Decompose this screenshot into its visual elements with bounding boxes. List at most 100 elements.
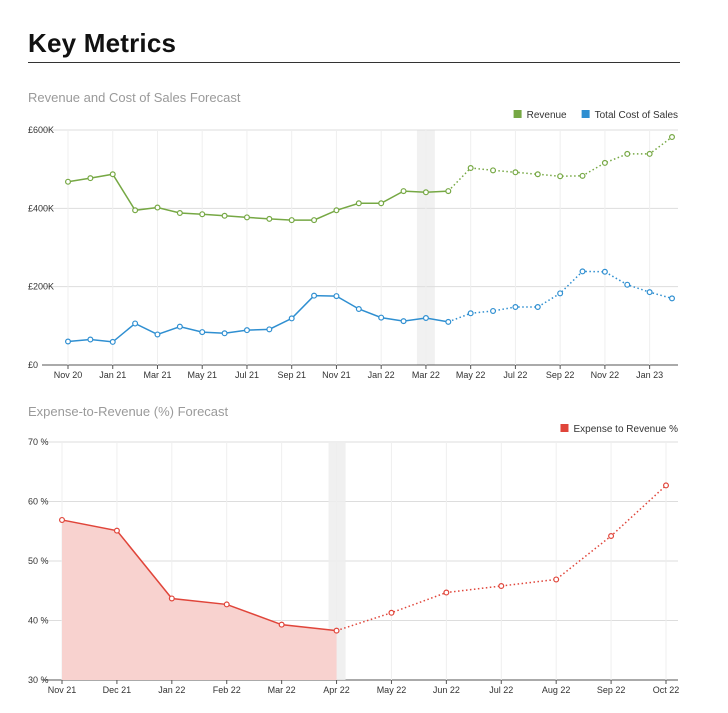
y-tick-label: 60 % bbox=[28, 497, 49, 507]
data-point-revenue bbox=[199, 211, 206, 218]
y-tick-label: 40 % bbox=[28, 616, 49, 626]
data-point-revenue bbox=[646, 150, 653, 157]
data-point-revenue bbox=[221, 212, 228, 219]
data-point-revenue bbox=[355, 200, 362, 207]
x-tick-label: Nov 21 bbox=[322, 370, 351, 380]
data-point-total-cost-of-sales bbox=[288, 315, 295, 322]
data-point-revenue bbox=[311, 217, 318, 224]
y-tick-label: £400K bbox=[28, 203, 54, 213]
y-tick-label: 30 % bbox=[28, 675, 49, 685]
data-point-revenue bbox=[512, 169, 519, 176]
data-point-total-cost-of-sales bbox=[512, 304, 519, 311]
data-point-revenue bbox=[579, 172, 586, 179]
data-point-expense-to-revenue bbox=[608, 533, 615, 540]
data-point-expense-to-revenue bbox=[662, 482, 669, 489]
data-point-total-cost-of-sales bbox=[668, 295, 675, 302]
data-point-revenue bbox=[243, 214, 250, 221]
y-tick-label: £0 bbox=[28, 360, 38, 370]
data-point-total-cost-of-sales bbox=[221, 330, 228, 337]
chart-title-revenue-cost: Revenue and Cost of Sales Forecast bbox=[28, 90, 241, 105]
chart-title-expense-revenue: Expense-to-Revenue (%) Forecast bbox=[28, 404, 229, 419]
x-tick-label: May 22 bbox=[377, 685, 407, 695]
x-tick-label: Jul 22 bbox=[503, 370, 527, 380]
page-title: Key Metrics bbox=[28, 28, 177, 58]
data-point-revenue bbox=[467, 164, 474, 171]
series-line-total-cost-of-sales bbox=[67, 294, 449, 343]
data-point-total-cost-of-sales bbox=[646, 289, 653, 296]
data-point-revenue bbox=[624, 150, 631, 157]
data-point-revenue bbox=[154, 204, 161, 211]
data-point-revenue bbox=[668, 134, 675, 141]
legend-swatch-expense-to-revenue bbox=[560, 424, 569, 432]
data-point-total-cost-of-sales bbox=[199, 329, 206, 336]
x-tick-label: Nov 20 bbox=[54, 370, 83, 380]
x-tick-label: Mar 21 bbox=[143, 370, 171, 380]
legend-swatch-revenue bbox=[513, 110, 522, 118]
revenue-cost-chart: £0 £200K £400K £600K Nov 20 Jan 21 Mar 21 May 2… bbox=[28, 110, 678, 380]
data-point-total-cost-of-sales bbox=[333, 293, 340, 300]
legend-label-total-cost-of-sales: Total Cost of Sales bbox=[595, 110, 678, 121]
series-line-revenue bbox=[67, 173, 449, 221]
data-point-revenue bbox=[557, 173, 564, 180]
series-area-expense-to-revenue bbox=[62, 519, 337, 680]
data-point-revenue bbox=[132, 207, 139, 214]
series-forecast-line-total-cost-of-sales bbox=[448, 270, 673, 323]
data-point-total-cost-of-sales bbox=[624, 281, 631, 288]
data-point-revenue bbox=[445, 188, 452, 195]
data-point-expense-to-revenue bbox=[333, 627, 340, 634]
data-point-total-cost-of-sales bbox=[64, 338, 71, 345]
data-point-total-cost-of-sales bbox=[445, 318, 452, 325]
data-point-total-cost-of-sales bbox=[534, 304, 541, 311]
data-point-total-cost-of-sales bbox=[579, 268, 586, 275]
y-tick-label: 50 % bbox=[28, 556, 49, 566]
data-point-expense-to-revenue bbox=[498, 582, 505, 589]
x-tick-label: Dec 21 bbox=[103, 685, 132, 695]
legend-label-revenue: Revenue bbox=[527, 110, 567, 121]
data-point-expense-to-revenue bbox=[58, 516, 65, 523]
data-point-revenue bbox=[109, 171, 116, 178]
data-point-expense-to-revenue bbox=[388, 609, 395, 616]
x-tick-label: May 21 bbox=[187, 370, 217, 380]
data-point-revenue bbox=[490, 167, 497, 174]
data-point-total-cost-of-sales bbox=[266, 326, 273, 333]
data-point-revenue bbox=[176, 210, 183, 217]
data-point-total-cost-of-sales bbox=[601, 268, 608, 275]
data-point-revenue bbox=[400, 188, 407, 195]
data-point-revenue bbox=[87, 175, 94, 182]
data-point-total-cost-of-sales bbox=[243, 327, 250, 334]
y-tick-label: £200K bbox=[28, 282, 54, 292]
data-point-total-cost-of-sales bbox=[311, 292, 318, 299]
data-point-total-cost-of-sales bbox=[557, 290, 564, 297]
data-point-revenue bbox=[288, 217, 295, 224]
x-tick-label: Nov 21 bbox=[48, 685, 77, 695]
data-point-total-cost-of-sales bbox=[378, 314, 385, 321]
x-tick-label: Jan 23 bbox=[636, 370, 663, 380]
y-tick-label: 70 % bbox=[28, 437, 49, 447]
data-point-total-cost-of-sales bbox=[109, 338, 116, 345]
x-tick-label: Jan 22 bbox=[368, 370, 395, 380]
x-tick-label: Mar 22 bbox=[268, 685, 296, 695]
data-point-expense-to-revenue bbox=[553, 576, 560, 583]
data-point-total-cost-of-sales bbox=[87, 336, 94, 343]
x-tick-label: Sep 21 bbox=[277, 370, 306, 380]
data-point-total-cost-of-sales bbox=[154, 331, 161, 338]
x-tick-label: Feb 22 bbox=[213, 685, 241, 695]
data-point-total-cost-of-sales bbox=[355, 305, 362, 312]
data-point-expense-to-revenue bbox=[168, 595, 175, 602]
x-tick-label: Jul 22 bbox=[489, 685, 513, 695]
title-divider bbox=[28, 62, 680, 63]
y-tick-label: £600K bbox=[28, 125, 54, 135]
data-point-revenue bbox=[422, 189, 429, 196]
x-tick-label: Mar 22 bbox=[412, 370, 440, 380]
legend-swatch-total-cost-of-sales bbox=[581, 110, 590, 118]
data-point-revenue bbox=[534, 171, 541, 178]
x-tick-label: Jun 22 bbox=[433, 685, 460, 695]
x-tick-label: Jul 21 bbox=[235, 370, 259, 380]
x-tick-label: May 22 bbox=[456, 370, 486, 380]
x-tick-label: Sep 22 bbox=[597, 685, 626, 695]
x-tick-label: Jan 21 bbox=[99, 370, 126, 380]
x-tick-label: Jan 22 bbox=[158, 685, 185, 695]
legend-label-expense-to-revenue: Expense to Revenue % bbox=[573, 424, 678, 435]
data-point-expense-to-revenue bbox=[443, 589, 450, 596]
